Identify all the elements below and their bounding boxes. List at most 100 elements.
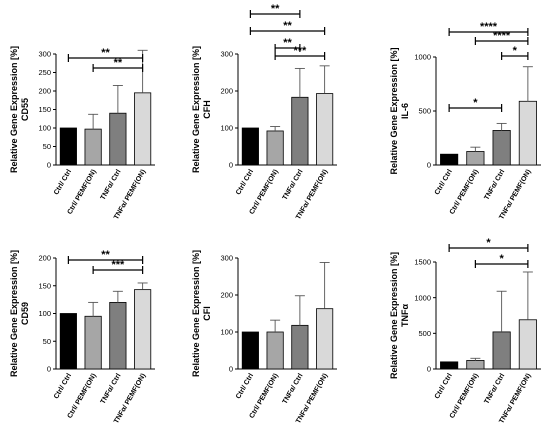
bar: [440, 361, 459, 370]
bar: [241, 331, 259, 370]
bar: [266, 130, 284, 166]
category-label: Ctrl/ Ctrl: [53, 168, 73, 196]
y-tick-label: 100: [38, 309, 51, 318]
y-tick-label: 0: [229, 365, 233, 374]
category-label: TNFα/ Ctrl: [483, 372, 506, 405]
category-label: Ctrl/ Ctrl: [434, 372, 454, 400]
significance-label: **: [101, 47, 110, 59]
y-tick-label: 100: [38, 124, 51, 133]
category-label: Ctrl/ Ctrl: [235, 168, 255, 196]
y-axis-title: Relative Gene Expression [%]: [191, 250, 201, 377]
y-tick-label: 100: [220, 124, 233, 133]
category-label: TNFα/ Ctrl: [100, 168, 123, 201]
bar: [518, 100, 537, 166]
y-tick-label: 150: [38, 281, 51, 290]
category-label: Ctrl/ PEMF(ON): [67, 169, 98, 216]
category-label: Ctrl/ PEMF(ON): [249, 373, 280, 420]
y-tick-label: 1000: [414, 293, 431, 302]
y-axis-gene-label: CFI: [202, 306, 212, 321]
bar: [134, 92, 152, 166]
bar: [134, 289, 152, 370]
y-tick-label: 0: [427, 365, 431, 374]
chart-panel-6: 0 500 1000 1500 Relative Gene Expression [%]…: [389, 237, 541, 425]
y-tick-label: 200: [38, 87, 51, 96]
chart-panel-4: 0 50 100 150 200 Relative Gene Expression [%]…: [9, 249, 155, 425]
significance-label: **: [283, 37, 292, 49]
bar: [291, 324, 309, 370]
y-tick-label: 300: [220, 50, 233, 59]
y-tick-label: 50: [43, 337, 51, 346]
y-axis-gene-label: TNFα: [400, 304, 410, 327]
significance-label: **: [101, 249, 110, 261]
y-tick-label: 150: [38, 105, 51, 114]
chart-panel-3: 0 500 1000 Relative Gene Expression [%] IL-6…: [389, 21, 541, 221]
significance-label: **: [283, 20, 292, 32]
y-axis-gene-label: IL-6: [400, 103, 410, 119]
bar: [316, 308, 334, 370]
y-tick-label: 500: [418, 107, 431, 116]
bar: [84, 128, 102, 166]
y-axis-title: Relative Gene Expression [%]: [389, 47, 399, 174]
y-tick-label: 200: [220, 291, 233, 300]
bar: [291, 96, 309, 166]
category-label: Ctrl/ Ctrl: [235, 372, 255, 400]
y-axis-gene-label: CD59: [20, 302, 30, 325]
significance-label: ***: [293, 45, 307, 57]
bar: [466, 360, 485, 370]
category-label: Ctrl/ Ctrl: [53, 372, 73, 400]
y-tick-label: 0: [229, 161, 233, 170]
significance-label: ****: [493, 30, 511, 42]
bar: [109, 112, 127, 166]
y-axis-title: Relative Gene Expression [%]: [389, 252, 399, 379]
y-axis-title: Relative Gene Expression [%]: [9, 250, 19, 377]
y-tick-label: 100: [220, 328, 233, 337]
y-tick-label: 0: [427, 161, 431, 170]
category-label: Ctrl/ PEMF(ON): [67, 373, 98, 420]
bar: [59, 127, 77, 166]
y-axis-gene-label: CD55: [20, 98, 30, 121]
y-tick-label: 300: [38, 50, 51, 59]
significance-label: **: [271, 3, 280, 15]
significance-label: *: [473, 97, 478, 109]
y-tick-label: 500: [418, 329, 431, 338]
significance-label: ***: [111, 259, 125, 271]
y-tick-label: 50: [43, 142, 51, 151]
y-tick-label: 1000: [414, 53, 431, 62]
significance-label: **: [114, 57, 123, 69]
bar: [241, 127, 259, 166]
bar: [492, 130, 511, 166]
bar: [492, 331, 511, 370]
y-axis-gene-label: CFH: [202, 100, 212, 119]
category-label: TNFα/ Ctrl: [100, 372, 123, 405]
bar: [266, 331, 284, 370]
y-tick-label: 0: [47, 161, 51, 170]
significance-label: *: [499, 253, 504, 265]
y-tick-label: 200: [220, 87, 233, 96]
y-tick-label: 250: [38, 68, 51, 77]
bar: [84, 315, 102, 370]
category-label: Ctrl/ PEMF(ON): [449, 373, 480, 420]
significance-label: ****: [480, 21, 498, 33]
category-label: TNFα/ Ctrl: [282, 372, 305, 405]
chart-panel-5: 0 100 200 300 Relative Gene Expression [%] CF…: [191, 250, 337, 425]
category-label: TNFα/ Ctrl: [483, 168, 506, 201]
bar: [316, 93, 334, 166]
bar: [440, 153, 459, 166]
chart-panel-1: 0 50 100 150 200 250 300 Relative Gene Expressi…: [9, 46, 155, 221]
bar: [59, 313, 77, 370]
category-label: Ctrl/ PEMF(ON): [449, 169, 480, 216]
y-tick-label: 300: [220, 254, 233, 263]
significance-label: *: [513, 45, 518, 57]
y-tick-label: 0: [47, 365, 51, 374]
bar: [518, 319, 537, 370]
category-label: Ctrl/ Ctrl: [434, 168, 454, 196]
bar: [109, 301, 127, 370]
y-tick-label: 1500: [414, 258, 431, 267]
category-label: TNFα/ Ctrl: [282, 168, 305, 201]
significance-label: *: [486, 237, 491, 249]
y-tick-label: 200: [38, 254, 51, 263]
chart-panel-2: 0 100 200 300 Relative Gene Expression [%] CF…: [191, 3, 337, 221]
category-label: Ctrl/ PEMF(ON): [249, 169, 280, 216]
y-axis-title: Relative Gene Expression [%]: [9, 46, 19, 173]
